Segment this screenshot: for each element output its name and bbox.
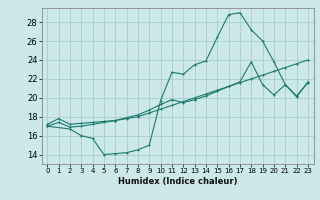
X-axis label: Humidex (Indice chaleur): Humidex (Indice chaleur) [118, 177, 237, 186]
